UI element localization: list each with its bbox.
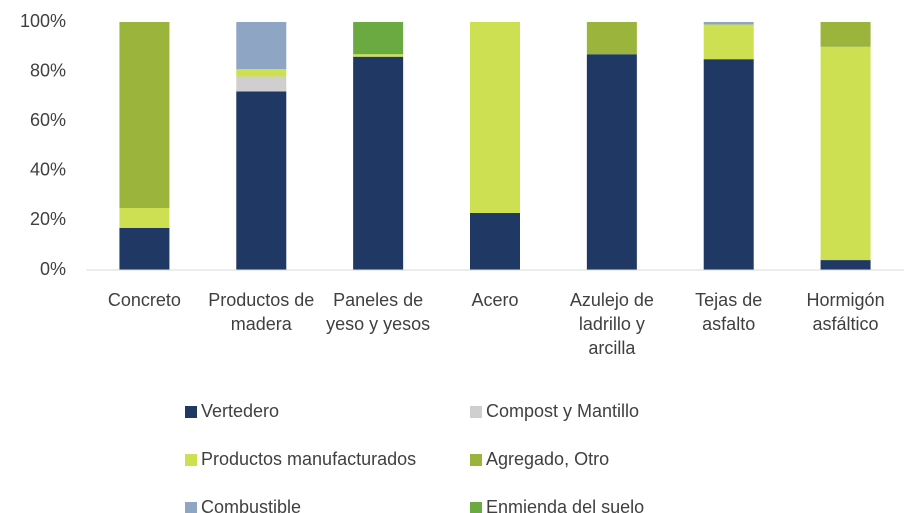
- bar-segment: [703, 22, 754, 25]
- y-tick-label: 20%: [30, 209, 66, 229]
- legend-label: Combustible: [201, 497, 301, 513]
- legend-label: Vertedero: [201, 401, 279, 421]
- bar-segment: [586, 22, 637, 55]
- x-tick-label: Acero: [471, 290, 519, 310]
- legend-swatch: [470, 454, 482, 466]
- legend-label: Compost y Mantillo: [486, 401, 639, 421]
- bar-segment: [470, 212, 520, 270]
- x-tick-label: Productos de madera: [208, 290, 315, 334]
- bar-segment: [236, 76, 287, 92]
- bar-segment: [820, 22, 871, 47]
- x-tick-label: Concreto: [107, 290, 181, 310]
- bar-segment: [703, 59, 754, 271]
- legend-swatch: [470, 406, 482, 418]
- bar-segment: [119, 22, 170, 208]
- bar-segment: [119, 227, 170, 270]
- y-tick-label: 80%: [30, 60, 66, 80]
- y-tick-label: 0%: [40, 259, 66, 279]
- legend-swatch: [185, 406, 197, 418]
- legend-label: Agregado, Otro: [486, 449, 609, 469]
- bar-segment: [353, 54, 404, 57]
- bar-segment: [703, 24, 754, 60]
- bar-segment: [353, 56, 404, 270]
- x-tick-label: Hormigón asfáltico: [806, 290, 885, 334]
- y-tick-label: 60%: [30, 110, 66, 130]
- legend-label: Productos manufacturados: [201, 449, 416, 469]
- legend-swatch: [470, 502, 482, 513]
- x-tick-label: Paneles de yeso y yesos: [326, 290, 431, 334]
- x-tick-label: Azulejo de ladrillo y arcilla: [569, 290, 654, 358]
- bar-segment: [820, 46, 871, 261]
- bar-segment: [586, 54, 637, 270]
- y-tick-label: 100%: [20, 11, 66, 31]
- bar-segment: [470, 22, 520, 213]
- bar-segment: [353, 22, 404, 55]
- legend-swatch: [185, 454, 197, 466]
- bar-segment: [820, 260, 871, 270]
- bar-segment: [236, 91, 287, 270]
- bar-segment: [236, 69, 287, 77]
- bar-segment: [119, 208, 170, 228]
- x-tick-label: Tejas de asfalto: [695, 290, 763, 334]
- legend-swatch: [185, 502, 197, 513]
- legend-label: Enmienda del suelo: [486, 497, 644, 513]
- bar-segment: [236, 22, 287, 70]
- y-tick-label: 40%: [30, 160, 66, 180]
